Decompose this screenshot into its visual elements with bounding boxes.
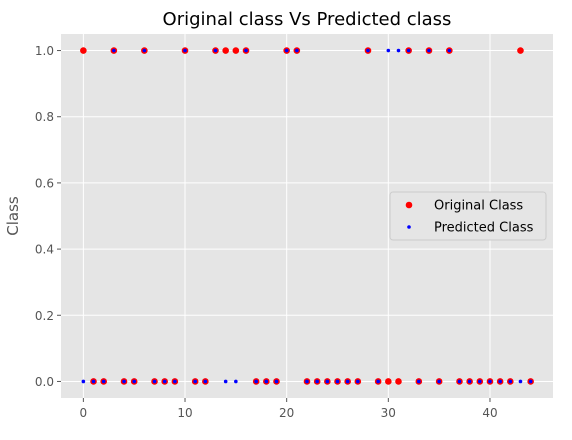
x-tick-label: 10 xyxy=(177,406,192,420)
predicted-class-point xyxy=(152,379,157,384)
predicted-class-point xyxy=(467,379,472,384)
predicted-class-point xyxy=(81,379,86,384)
y-tick-label: 0.4 xyxy=(35,243,54,257)
data-points xyxy=(80,47,534,385)
predicted-class-point xyxy=(305,379,309,384)
predicted-class-point xyxy=(223,379,228,384)
predicted-class-point xyxy=(518,379,523,384)
chart-title: Original class Vs Predicted class xyxy=(163,9,452,30)
predicted-class-point xyxy=(335,379,340,384)
x-tick-label: 0 xyxy=(80,406,88,420)
predicted-class-point xyxy=(254,379,258,384)
predicted-class-point xyxy=(417,379,421,384)
predicted-class-point xyxy=(142,48,147,53)
predicted-class-point xyxy=(122,379,126,384)
predicted-class-point xyxy=(366,48,370,53)
predicted-class-point xyxy=(173,379,177,384)
predicted-class-point xyxy=(325,379,330,384)
predicted-class-point xyxy=(112,48,116,53)
x-axis-ticks: 0 10 20 30 40 xyxy=(80,398,498,420)
predicted-class-point xyxy=(427,48,431,53)
predicted-class-point xyxy=(488,379,492,384)
original-class-point xyxy=(232,47,240,54)
predicted-class-point xyxy=(203,379,208,384)
original-class-point xyxy=(517,47,524,54)
legend-marker-predicted xyxy=(407,225,411,229)
original-class-point xyxy=(222,47,229,54)
y-tick-label: 0.8 xyxy=(35,110,54,124)
x-tick-label: 20 xyxy=(279,406,294,420)
predicted-class-point xyxy=(284,48,289,53)
predicted-class-point xyxy=(183,48,187,53)
predicted-class-point xyxy=(508,379,513,384)
original-class-point xyxy=(395,378,402,385)
predicted-class-point xyxy=(457,379,462,384)
predicted-class-point xyxy=(193,379,197,384)
predicted-class-point xyxy=(101,379,106,384)
predicted-class-point xyxy=(91,379,96,384)
predicted-class-point xyxy=(244,48,248,53)
y-tick-label: 0.2 xyxy=(35,309,54,323)
original-class-point xyxy=(80,47,87,54)
predicted-class-point xyxy=(528,379,533,384)
predicted-class-point xyxy=(295,48,299,53)
predicted-class-point xyxy=(234,379,238,384)
y-axis-ticks: 0.0 0.2 0.4 0.6 0.8 1.0 xyxy=(35,44,61,389)
legend-box xyxy=(389,191,547,241)
predicted-class-point xyxy=(132,379,136,384)
legend-label-original: Original Class xyxy=(434,199,523,214)
y-tick-label: 0.6 xyxy=(35,176,54,190)
predicted-class-point xyxy=(274,379,279,384)
predicted-class-point xyxy=(356,379,360,384)
predicted-class-point xyxy=(406,48,411,53)
predicted-class-point xyxy=(162,379,167,384)
original-class-point xyxy=(385,378,392,385)
y-tick-label: 1.0 xyxy=(35,44,54,58)
x-tick-label: 40 xyxy=(482,406,497,420)
legend: Original Class Predicted Class xyxy=(389,191,547,241)
predicted-class-point xyxy=(386,48,391,53)
x-tick-label: 30 xyxy=(381,406,396,420)
predicted-class-point xyxy=(478,379,482,384)
legend-marker-original xyxy=(405,201,413,209)
predicted-class-point xyxy=(264,379,269,384)
predicted-class-point xyxy=(213,48,218,53)
y-axis-label: Class xyxy=(4,196,22,236)
legend-label-predicted: Predicted Class xyxy=(434,221,534,236)
predicted-class-point xyxy=(447,48,452,53)
predicted-class-point xyxy=(437,379,441,384)
y-tick-label: 0.0 xyxy=(35,375,54,389)
predicted-class-point xyxy=(396,48,401,53)
predicted-class-point xyxy=(498,379,502,384)
grid-lines xyxy=(61,34,553,398)
predicted-class-point xyxy=(315,379,319,384)
predicted-class-point xyxy=(376,379,380,384)
predicted-class-point xyxy=(345,379,350,384)
